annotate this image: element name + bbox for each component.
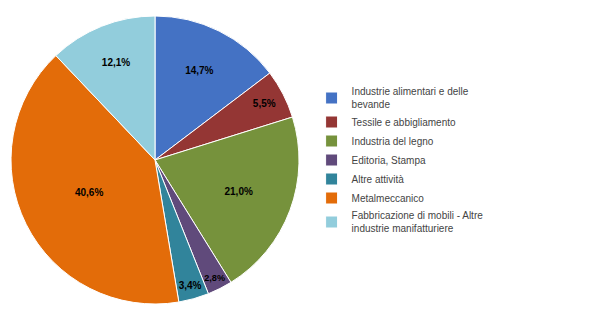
svg-text:40,6%: 40,6% — [75, 187, 103, 198]
svg-text:Tessile e abbigliamento: Tessile e abbigliamento — [352, 117, 456, 128]
svg-text:Industria del legno: Industria del legno — [352, 136, 434, 147]
svg-text:21,0%: 21,0% — [224, 186, 252, 197]
svg-text:3,4%: 3,4% — [179, 280, 202, 291]
svg-text:Industrie alimentari e dellebe: Industrie alimentari e dellebevande — [352, 86, 469, 110]
svg-text:Metalmeccanico: Metalmeccanico — [352, 193, 425, 204]
svg-text:Altre attività: Altre attività — [352, 174, 405, 185]
svg-text:5,5%: 5,5% — [253, 98, 276, 109]
svg-text:Fabbricazione di mobili - Altr: Fabbricazione di mobili - Altreindustrie… — [352, 210, 484, 234]
svg-text:Editoria, Stampa: Editoria, Stampa — [352, 155, 426, 166]
svg-text:2,8%: 2,8% — [204, 273, 225, 283]
svg-text:12,1%: 12,1% — [102, 57, 130, 68]
svg-text:14,7%: 14,7% — [185, 65, 213, 76]
